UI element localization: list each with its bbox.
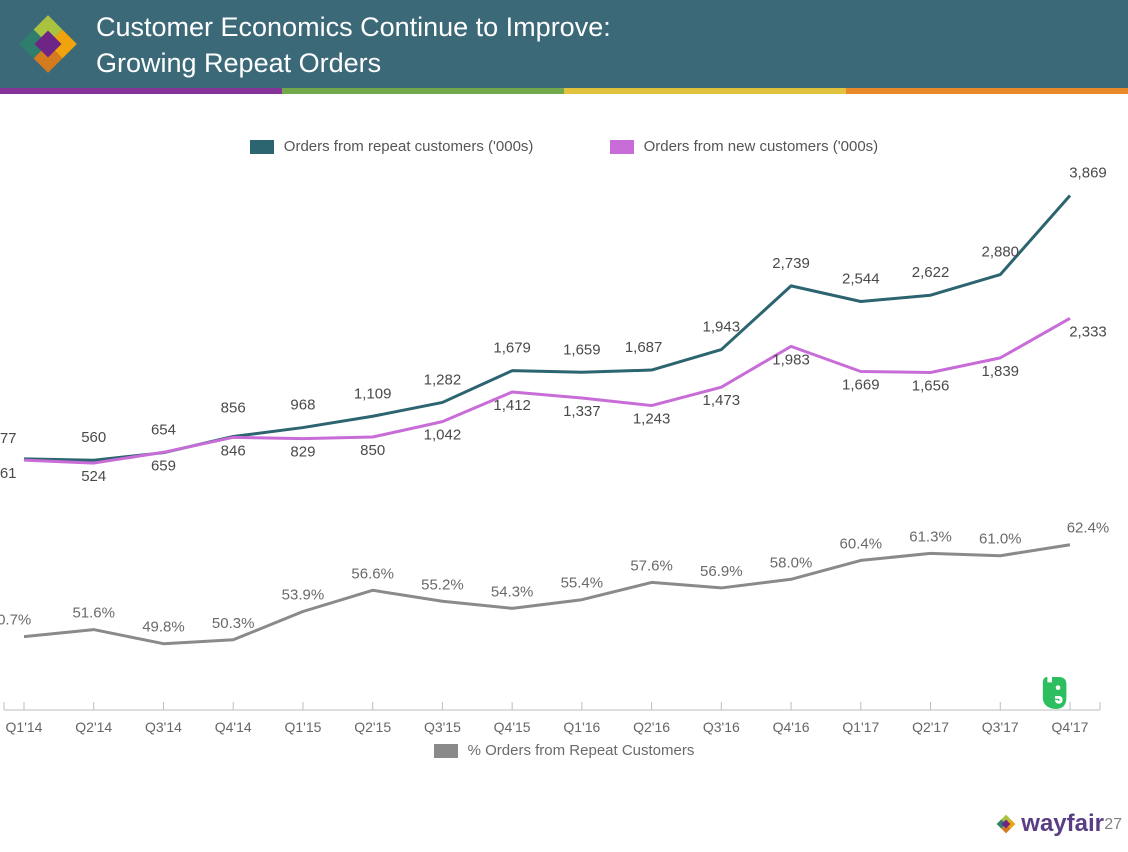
svg-text:Q2'14: Q2'14 bbox=[75, 719, 112, 735]
svg-text:524: 524 bbox=[81, 468, 106, 485]
svg-text:846: 846 bbox=[221, 442, 246, 459]
line-chart: Q1'14 Q2'14 Q3'14 Q4'14 Q1'15 Q2'15 Q3'15 Q4'15… bbox=[0, 120, 1128, 800]
stripe-seg-4 bbox=[846, 88, 1128, 94]
svg-text:1,669: 1,669 bbox=[842, 376, 880, 393]
page-number: 27 bbox=[1104, 816, 1122, 834]
svg-text:1,983: 1,983 bbox=[772, 351, 810, 368]
svg-text:1,109: 1,109 bbox=[354, 385, 392, 402]
svg-text:54.3%: 54.3% bbox=[491, 583, 534, 600]
header-bar: Customer Economics Continue to Improve: … bbox=[0, 0, 1128, 88]
svg-text:Q3'15: Q3'15 bbox=[424, 719, 461, 735]
svg-text:Q3'14: Q3'14 bbox=[145, 719, 182, 735]
svg-text:2,880: 2,880 bbox=[981, 244, 1019, 261]
svg-text:56.9%: 56.9% bbox=[700, 563, 743, 580]
svg-text:1,659: 1,659 bbox=[563, 341, 601, 358]
title-line-1: Customer Economics Continue to Improve: bbox=[96, 9, 611, 45]
svg-text:1,943: 1,943 bbox=[703, 319, 741, 336]
svg-text:62.4%: 62.4% bbox=[1067, 520, 1110, 537]
accent-stripe bbox=[0, 88, 1128, 94]
svg-text:Q1'17: Q1'17 bbox=[842, 719, 879, 735]
svg-text:2,739: 2,739 bbox=[772, 255, 810, 272]
svg-text:49.8%: 49.8% bbox=[142, 619, 185, 636]
svg-text:55.2%: 55.2% bbox=[421, 576, 464, 593]
svg-text:Q4'14: Q4'14 bbox=[215, 719, 252, 735]
svg-text:56.6%: 56.6% bbox=[351, 565, 394, 582]
svg-text:2,333: 2,333 bbox=[1069, 323, 1107, 340]
svg-text:50.7%: 50.7% bbox=[0, 612, 31, 629]
stripe-seg-1 bbox=[0, 88, 282, 94]
svg-text:577: 577 bbox=[0, 430, 17, 447]
svg-text:2,544: 2,544 bbox=[842, 270, 880, 287]
title-line-2: Growing Repeat Orders bbox=[96, 45, 611, 81]
svg-text:1,473: 1,473 bbox=[703, 392, 741, 409]
svg-text:1,243: 1,243 bbox=[633, 411, 671, 428]
svg-text:Q2'16: Q2'16 bbox=[633, 719, 670, 735]
svg-text:856: 856 bbox=[221, 400, 246, 417]
svg-text:58.0%: 58.0% bbox=[770, 554, 813, 571]
svg-text:1,282: 1,282 bbox=[424, 371, 462, 388]
slide: Customer Economics Continue to Improve: … bbox=[0, 0, 1128, 852]
svg-text:1,687: 1,687 bbox=[625, 339, 663, 356]
svg-text:61.0%: 61.0% bbox=[979, 531, 1022, 548]
svg-text:61.3%: 61.3% bbox=[909, 528, 952, 545]
wayfair-pinwheel-icon bbox=[995, 813, 1017, 835]
svg-text:50.3%: 50.3% bbox=[212, 615, 255, 632]
footer-brand: wayfair bbox=[995, 810, 1104, 838]
legend-bottom: % Orders from Repeat Customers bbox=[0, 742, 1128, 762]
svg-text:561: 561 bbox=[0, 465, 17, 482]
svg-text:60.4%: 60.4% bbox=[840, 535, 883, 552]
svg-text:Q2'15: Q2'15 bbox=[354, 719, 391, 735]
legend-swatch-pct bbox=[434, 744, 458, 758]
svg-text:Q4'17: Q4'17 bbox=[1052, 719, 1089, 735]
stripe-seg-3 bbox=[564, 88, 846, 94]
footer-brand-text: wayfair bbox=[1021, 810, 1104, 838]
svg-text:1,042: 1,042 bbox=[424, 427, 462, 444]
svg-text:968: 968 bbox=[290, 397, 315, 414]
stripe-seg-2 bbox=[282, 88, 564, 94]
svg-text:2,622: 2,622 bbox=[912, 264, 950, 281]
svg-text:659: 659 bbox=[151, 457, 176, 474]
pinwheel-icon bbox=[14, 10, 82, 78]
slide-title: Customer Economics Continue to Improve: … bbox=[88, 7, 611, 82]
svg-text:Q1'14: Q1'14 bbox=[6, 719, 43, 735]
svg-text:53.9%: 53.9% bbox=[282, 587, 325, 604]
svg-text:560: 560 bbox=[81, 429, 106, 446]
svg-text:51.6%: 51.6% bbox=[72, 605, 115, 622]
svg-text:Q4'16: Q4'16 bbox=[773, 719, 810, 735]
svg-text:Q2'17: Q2'17 bbox=[912, 719, 949, 735]
svg-text:829: 829 bbox=[290, 444, 315, 461]
svg-text:1,337: 1,337 bbox=[563, 403, 601, 420]
svg-text:654: 654 bbox=[151, 422, 176, 439]
svg-text:1,839: 1,839 bbox=[981, 363, 1019, 380]
svg-text:Q4'15: Q4'15 bbox=[494, 719, 531, 735]
svg-text:850: 850 bbox=[360, 442, 385, 459]
brand-logo bbox=[0, 0, 88, 88]
svg-text:57.6%: 57.6% bbox=[630, 557, 673, 574]
svg-text:1,656: 1,656 bbox=[912, 378, 950, 395]
svg-text:3,869: 3,869 bbox=[1069, 164, 1107, 181]
evernote-icon bbox=[1036, 674, 1074, 712]
svg-text:Q3'17: Q3'17 bbox=[982, 719, 1019, 735]
legend-item-pct: % Orders from Repeat Customers bbox=[434, 742, 695, 759]
svg-text:Q1'15: Q1'15 bbox=[284, 719, 321, 735]
svg-text:55.4%: 55.4% bbox=[561, 575, 604, 592]
chart-area: Orders from repeat customers ('000s) Ord… bbox=[0, 120, 1128, 800]
svg-text:1,679: 1,679 bbox=[493, 340, 531, 357]
svg-text:Q3'16: Q3'16 bbox=[703, 719, 740, 735]
svg-text:Q1'16: Q1'16 bbox=[563, 719, 600, 735]
legend-label-pct: % Orders from Repeat Customers bbox=[468, 742, 695, 759]
svg-text:1,412: 1,412 bbox=[493, 397, 531, 414]
